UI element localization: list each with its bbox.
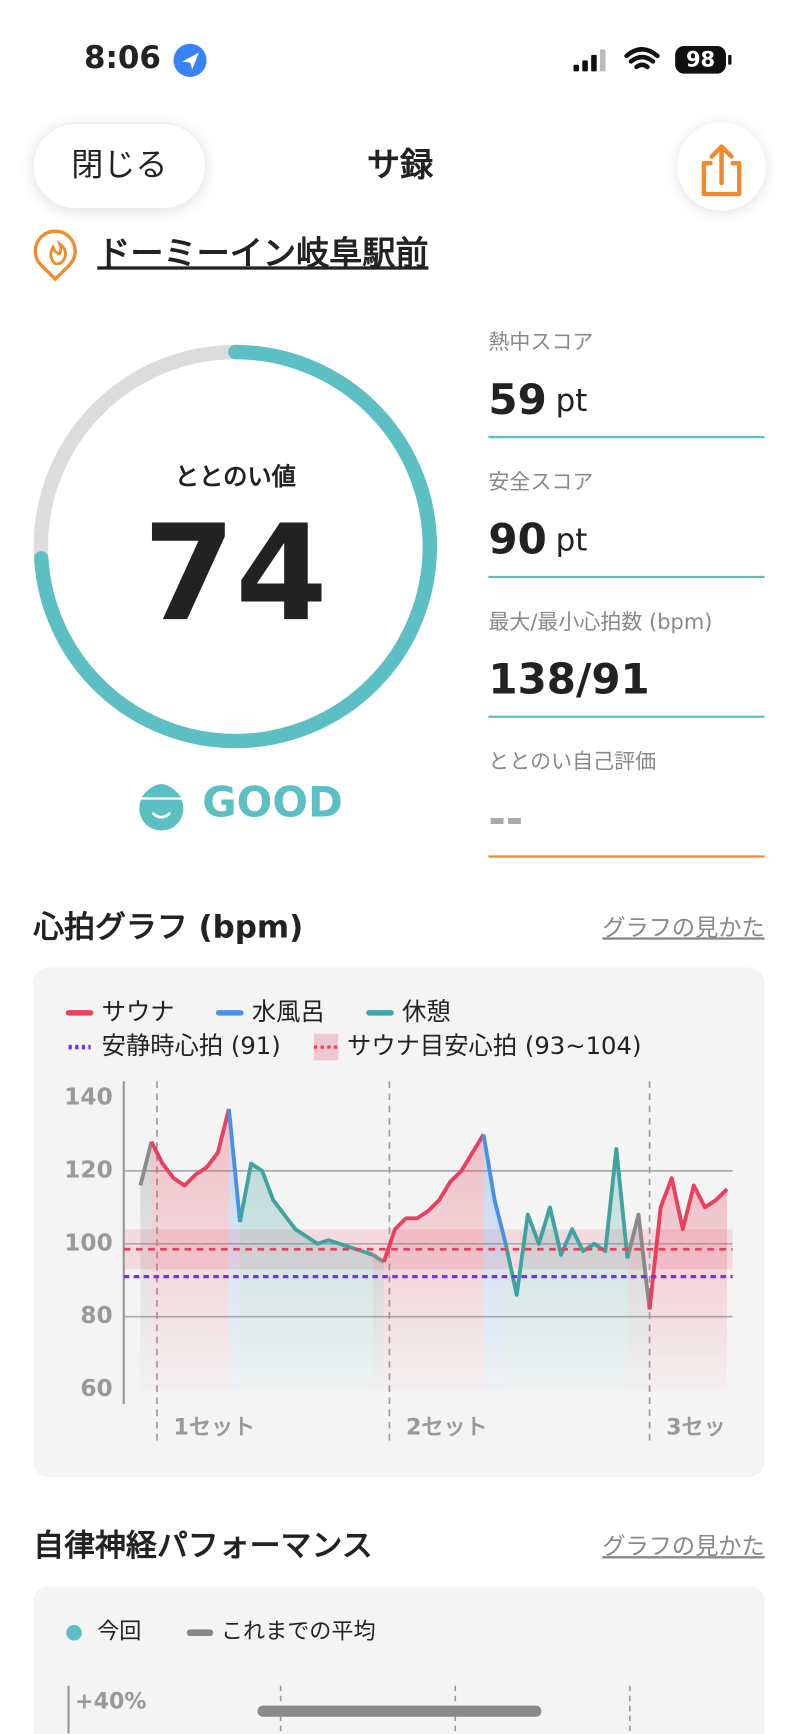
metric-label: ととのい自己評価: [488, 750, 656, 774]
legend-label: サウナ: [102, 997, 175, 1026]
x-tick-label: 1セット: [174, 1414, 256, 1440]
metric-value: 138/91: [488, 654, 649, 703]
y-tick-label: 80: [80, 1302, 112, 1329]
battery-tip: [728, 54, 732, 65]
close-button[interactable]: [32, 122, 207, 209]
wifi-icon: [624, 47, 660, 70]
series-line: [647, 1176, 729, 1310]
metric-label: 熱中スコア: [488, 330, 593, 354]
venue-name[interactable]: ドーミーイン岐阜駅前: [97, 233, 428, 272]
legend-label: これまでの平均: [221, 1619, 376, 1645]
series-line: [138, 1141, 154, 1186]
legend-label: 今回: [97, 1619, 141, 1645]
series-area: [505, 1148, 628, 1390]
legend-label: 休憩: [402, 997, 451, 1026]
legend-label: 水風呂: [252, 997, 325, 1026]
y-tick-label: 100: [64, 1229, 112, 1256]
help-link[interactable]: グラフの見かた: [602, 1533, 764, 1560]
legend-label: サウナ目安心拍 (93~104): [347, 1031, 641, 1060]
rating-hat: [137, 782, 186, 800]
y-tick-label: +40%: [75, 1688, 146, 1714]
status-time: 8:06: [84, 40, 161, 76]
series-line: [382, 1133, 486, 1263]
metric-value: --: [488, 794, 523, 843]
y-tick-label: 120: [64, 1156, 112, 1183]
metric-number: 138/91: [488, 654, 649, 703]
series-line: [503, 1147, 630, 1297]
series-line: [226, 1108, 242, 1223]
metric-value: 90 pt: [488, 514, 587, 563]
help-link[interactable]: グラフの見かた: [602, 914, 764, 941]
metrics: 熱中スコア 59 pt 安全スコア 90 pt 最大/最小心拍数 (bpm) 138/91 とと…: [488, 330, 765, 858]
series-line: [481, 1134, 508, 1245]
location-arrow: [182, 52, 199, 70]
metric-unit: pt: [556, 382, 588, 418]
signal-icon: [573, 49, 606, 72]
rating-smile: [151, 811, 172, 819]
battery-icon: [675, 46, 726, 74]
nav-title: サ録: [367, 145, 434, 184]
battery-level: 98: [686, 47, 715, 71]
section-title: 心拍グラフ (bpm): [32, 909, 303, 945]
series-area: [372, 1254, 384, 1390]
share-icon[interactable]: [701, 144, 742, 197]
y-tick-label: 60: [80, 1375, 112, 1402]
metric-label: 安全スコア: [488, 470, 593, 494]
metric-number: 90: [488, 514, 546, 563]
legend-dot: [66, 1625, 82, 1641]
series-area: [649, 1178, 728, 1390]
venue-icon: [33, 229, 77, 282]
series-area: [140, 1141, 152, 1390]
y-tick-label: 140: [64, 1083, 112, 1110]
metric-unit: pt: [556, 522, 588, 558]
series-area: [483, 1134, 506, 1390]
chart-card: [33, 1586, 765, 1734]
series-area: [383, 1134, 484, 1390]
score-value: 74: [143, 497, 328, 651]
score-label: ととのい値: [175, 462, 296, 491]
legend-label: 安静時心拍 (91): [102, 1031, 281, 1060]
section-title: 自律神経パフォーマンス: [33, 1528, 373, 1564]
metric-number: 59: [488, 374, 546, 423]
gauge-arc: [33, 344, 438, 749]
metric-number: --: [488, 794, 523, 843]
x-tick-label: 3セッ: [666, 1414, 726, 1440]
metric-label: 最大/最小心拍数 (bpm): [488, 610, 712, 634]
venue-flame: [49, 239, 67, 266]
close-label[interactable]: 閉じる: [71, 145, 167, 183]
series-line: [371, 1253, 385, 1264]
series-line: [149, 1108, 231, 1188]
x-tick-label: 2セット: [406, 1414, 488, 1440]
metric-value: 59 pt: [488, 374, 587, 423]
series-area: [627, 1214, 650, 1390]
series-line: [238, 1161, 374, 1257]
rating-label: GOOD: [202, 778, 343, 827]
scroll-indicator: [257, 1705, 542, 1717]
